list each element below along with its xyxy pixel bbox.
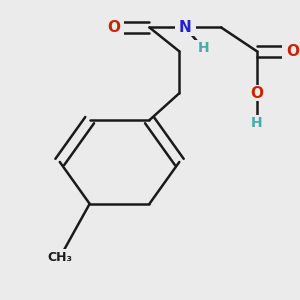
- Text: CH₃: CH₃: [47, 251, 72, 264]
- FancyBboxPatch shape: [175, 19, 196, 36]
- FancyBboxPatch shape: [45, 249, 75, 266]
- Text: O: O: [250, 86, 263, 101]
- FancyBboxPatch shape: [247, 85, 268, 101]
- Text: H: H: [197, 41, 209, 56]
- Text: H: H: [251, 116, 263, 130]
- Text: O: O: [107, 20, 120, 35]
- FancyBboxPatch shape: [103, 19, 124, 36]
- Text: N: N: [179, 20, 192, 35]
- Text: O: O: [286, 44, 299, 59]
- FancyBboxPatch shape: [193, 40, 214, 57]
- FancyBboxPatch shape: [282, 43, 300, 60]
- FancyBboxPatch shape: [247, 115, 268, 131]
